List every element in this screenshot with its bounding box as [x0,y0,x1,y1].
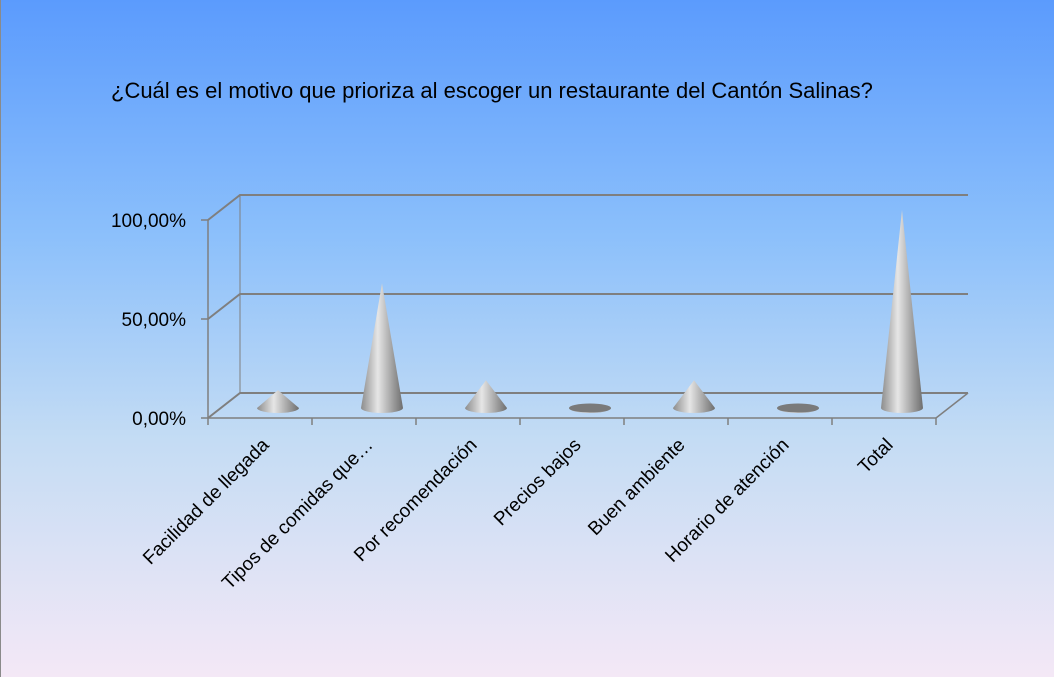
cone-body [361,283,403,413]
cone-base [777,403,819,413]
cone [881,210,923,413]
y-tick-label: 100,00% [111,211,186,232]
grid-line [207,293,968,320]
cone [673,380,715,413]
cone-base [569,403,611,413]
cone [257,390,299,413]
x-tick-label: Buen ambiente [584,435,689,540]
x-tick-label: Total [854,435,897,478]
cone-body [673,380,715,413]
cone [777,403,819,413]
x-tick-label: Precios bajos [490,435,586,531]
cone [569,403,611,413]
grid-line [207,194,968,221]
chart-title: ¿Cuál es el motivo que prioriza al escog… [111,78,873,103]
axis-line [935,392,969,419]
cone-body [257,390,299,413]
y-tick-label: 0,00% [132,409,186,430]
cone [465,380,507,413]
cone [361,283,403,413]
y-tick-label: 50,00% [122,310,187,331]
cone-body [465,380,507,413]
cone-body [881,210,923,413]
grid-line [207,392,968,419]
